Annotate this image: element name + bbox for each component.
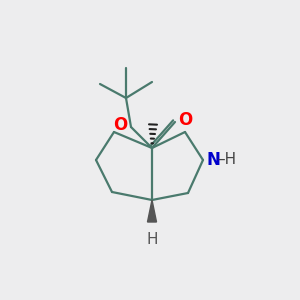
Text: O: O: [113, 116, 127, 134]
Polygon shape: [148, 200, 157, 222]
Text: –H: –H: [217, 152, 236, 167]
Text: H: H: [146, 232, 158, 247]
Text: N: N: [206, 151, 220, 169]
Text: O: O: [178, 111, 192, 129]
